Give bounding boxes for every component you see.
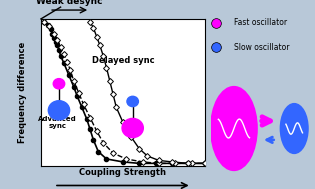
Circle shape: [127, 96, 138, 107]
Circle shape: [122, 118, 143, 138]
Circle shape: [211, 87, 257, 170]
Text: Weak desync: Weak desync: [36, 0, 102, 6]
Text: Frequency difference: Frequency difference: [19, 42, 27, 143]
Circle shape: [48, 101, 70, 120]
Circle shape: [53, 79, 65, 89]
Text: Fast oscillator: Fast oscillator: [234, 18, 287, 27]
Circle shape: [281, 104, 308, 153]
Text: Delayed sync: Delayed sync: [92, 56, 154, 65]
Text: Slow oscillator: Slow oscillator: [234, 43, 289, 52]
Text: Advanced
sync: Advanced sync: [38, 116, 77, 129]
X-axis label: Coupling Strength: Coupling Strength: [79, 168, 166, 177]
